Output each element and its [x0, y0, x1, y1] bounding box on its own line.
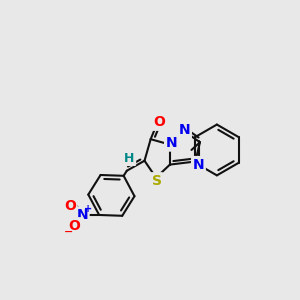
Text: O: O [69, 219, 80, 233]
Text: O: O [64, 199, 76, 213]
Text: −: − [64, 227, 73, 237]
Text: +: + [83, 204, 92, 214]
Text: N: N [76, 208, 88, 222]
Text: N: N [179, 123, 190, 137]
Text: N: N [166, 136, 177, 150]
Text: O: O [153, 115, 165, 129]
Text: N: N [193, 158, 204, 172]
Text: H: H [124, 152, 135, 164]
Text: S: S [152, 174, 162, 188]
